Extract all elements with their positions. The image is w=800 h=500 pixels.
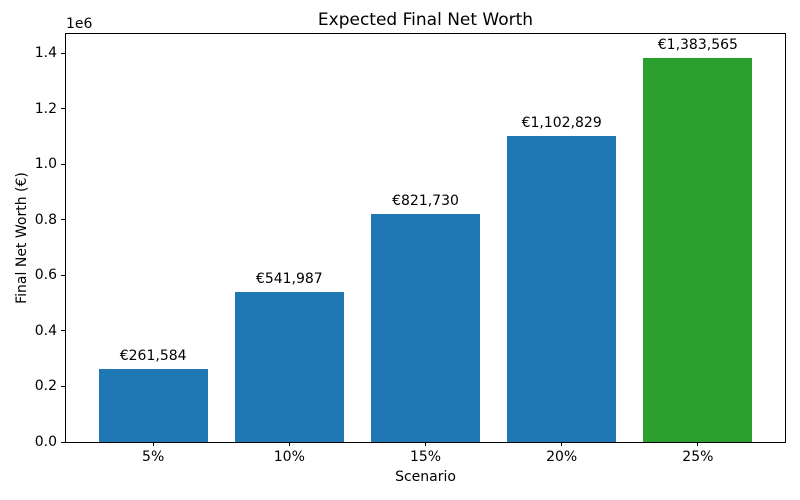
- x-tick-mark: [697, 442, 699, 446]
- bar-15%: [371, 213, 480, 442]
- y-tick-mark: [61, 441, 65, 443]
- y-tick-mark: [61, 385, 65, 387]
- x-tick-label: 20%: [546, 449, 578, 465]
- y-axis-offset-label: 1e6: [66, 16, 93, 32]
- x-axis-label: Scenario: [395, 469, 456, 485]
- bar-value-label: €1,383,565: [657, 36, 738, 53]
- x-tick-mark: [152, 442, 154, 446]
- x-tick-label: 25%: [682, 449, 714, 465]
- y-tick-mark: [61, 163, 65, 165]
- y-tick-label: 1.0: [34, 156, 57, 173]
- y-tick-mark: [61, 330, 65, 332]
- y-tick-mark: [61, 108, 65, 110]
- y-tick-mark: [61, 52, 65, 54]
- y-tick-label: 0.6: [34, 267, 57, 284]
- bar-value-label: €1,102,829: [521, 114, 602, 131]
- x-tick-mark: [561, 442, 563, 446]
- y-tick-label: 0.8: [34, 211, 57, 228]
- chart-title: Expected Final Net Worth: [317, 10, 534, 30]
- x-tick-label: 5%: [142, 449, 165, 465]
- x-tick-label: 10%: [273, 449, 305, 465]
- bar-value-label: €821,730: [392, 192, 459, 209]
- y-tick-label: 1.4: [34, 45, 57, 62]
- bar-5%: [98, 369, 208, 442]
- y-tick-mark: [61, 219, 65, 221]
- x-tick-mark: [288, 442, 290, 446]
- y-tick-label: 1.2: [34, 100, 57, 117]
- y-tick-label: 0.4: [34, 322, 57, 339]
- x-tick-mark: [425, 442, 426, 446]
- bar-25%: [643, 58, 753, 442]
- bar-20%: [507, 135, 617, 442]
- bar-value-label: €541,987: [255, 270, 323, 287]
- y-tick-label: 0.0: [34, 434, 57, 450]
- y-tick-mark: [61, 274, 65, 276]
- plot-area: €261,584 €541,987 €821,730 €1,102,829 €1,383…: [35, 33, 786, 465]
- bar-10%: [234, 291, 344, 442]
- bar-value-label: €261,584: [119, 348, 187, 365]
- x-tick-label: 15%: [409, 449, 442, 465]
- y-tick-label: 0.2: [34, 378, 57, 395]
